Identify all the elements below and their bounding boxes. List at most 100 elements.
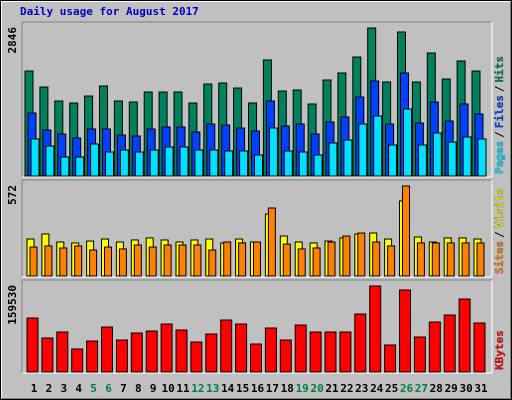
bar (328, 142, 338, 177)
x-tick-label: 14 (221, 382, 235, 395)
bar (324, 331, 337, 373)
x-tick-label: 5 (90, 382, 97, 395)
bar (90, 143, 100, 177)
x-tick-label: 27 (415, 382, 428, 395)
legend-entry: Sites (493, 241, 506, 274)
x-tick-label: 22 (340, 382, 353, 395)
bar (339, 331, 352, 373)
y-tick-label: 2846 (6, 27, 19, 54)
x-tick-label: 18 (281, 382, 294, 395)
bar (294, 324, 307, 373)
bar (342, 235, 351, 277)
bar (86, 340, 99, 373)
panel-bevel-light (22, 22, 493, 178)
bar (384, 344, 397, 373)
legend-entry: Visits (493, 189, 506, 229)
bar (209, 149, 219, 177)
bar (358, 123, 368, 177)
y-tick-label: 159530 (6, 285, 19, 325)
bar (279, 339, 292, 373)
bar (446, 242, 455, 277)
bar (373, 115, 383, 177)
x-tick-label: 13 (206, 382, 219, 395)
bar (254, 154, 263, 177)
bar (30, 138, 40, 177)
bar (250, 343, 262, 373)
legend-entry: KBytes (493, 330, 506, 370)
bar (282, 243, 291, 277)
bar (89, 249, 98, 277)
bar (193, 244, 202, 277)
bar (239, 150, 249, 177)
bar (119, 149, 129, 177)
bar (59, 247, 68, 277)
bar (104, 246, 112, 277)
x-tick-label: 8 (135, 382, 142, 395)
bar (149, 149, 159, 177)
bar (220, 319, 233, 373)
legend: Pages / Files / Hits (493, 56, 506, 174)
bar (238, 242, 247, 277)
bar (473, 322, 486, 373)
panel-bevel-light (22, 180, 493, 278)
bar (312, 247, 321, 277)
legend-separator: / (493, 85, 506, 92)
x-tick-label: 9 (150, 382, 157, 395)
bar (133, 244, 142, 277)
bar (267, 207, 276, 277)
bar (354, 313, 367, 373)
bar (205, 333, 218, 373)
x-tick-label: 12 (191, 382, 204, 395)
bar (413, 336, 426, 373)
bar (223, 241, 232, 277)
legend: KBytes (493, 330, 506, 370)
bar (224, 150, 234, 177)
x-tick-label: 17 (266, 382, 279, 395)
x-tick-label: 7 (120, 382, 127, 395)
x-tick-label: 23 (355, 382, 368, 395)
bar (148, 246, 157, 277)
panel-bevel-light (22, 280, 493, 374)
legend-separator: / (493, 131, 506, 138)
bar (44, 245, 53, 277)
x-tick-label: 6 (105, 382, 112, 395)
bar (75, 156, 85, 177)
bar (145, 330, 158, 373)
bar (190, 341, 203, 373)
panel-bevel-dark (21, 279, 492, 373)
panel-bevel-dark (21, 179, 492, 277)
bar (134, 151, 144, 177)
bar (178, 244, 187, 277)
bar (253, 241, 261, 277)
bar (372, 241, 381, 277)
bar (45, 145, 55, 177)
bar (357, 232, 366, 277)
bar (343, 139, 353, 177)
bar (26, 317, 39, 373)
bar (402, 185, 410, 277)
bar (29, 246, 38, 277)
bar (175, 329, 188, 373)
legend-entry: Files (493, 95, 506, 128)
bar (458, 298, 471, 373)
x-tick-label: 4 (75, 382, 82, 395)
x-tick-label: 1 (31, 382, 38, 395)
bar (313, 154, 323, 177)
bar (461, 242, 470, 277)
bar (388, 144, 398, 177)
x-tick-label: 15 (236, 382, 249, 395)
bar (118, 248, 127, 277)
bar (432, 132, 442, 177)
legend: Sites / Visits (493, 189, 506, 275)
x-tick-label: 26 (400, 382, 414, 395)
bar (115, 339, 128, 373)
bar (105, 151, 114, 177)
x-tick-label: 24 (370, 382, 384, 395)
x-tick-label: 30 (459, 382, 472, 395)
bar (101, 326, 113, 373)
bar (447, 141, 457, 177)
bar (476, 242, 485, 277)
bar (71, 348, 84, 373)
